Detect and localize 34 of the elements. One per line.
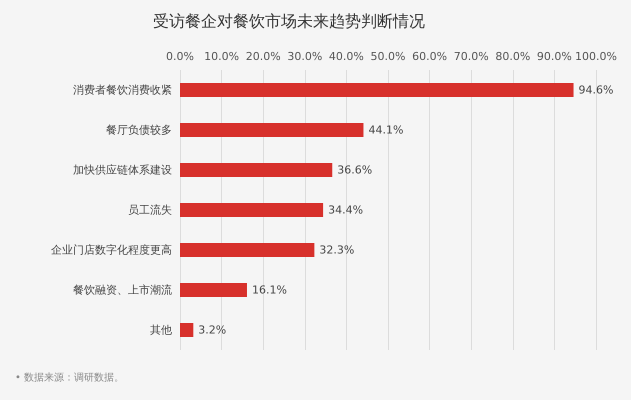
bar — [180, 203, 324, 217]
y-tick-label: 其他 — [150, 324, 172, 336]
data-label: 34.4% — [328, 204, 364, 216]
x-tick-label: 20.0% — [246, 50, 281, 63]
data-label: 36.6% — [337, 164, 372, 176]
x-tick-label: 80.0% — [495, 50, 530, 63]
y-tick-label: 加快供应链体系建设 — [73, 164, 172, 176]
x-tick-label: 90.0% — [536, 50, 572, 63]
data-label: 44.1% — [368, 124, 404, 136]
y-tick-label: 消费者餐饮消费收紧 — [73, 84, 172, 96]
bar — [180, 83, 574, 97]
data-label: 16.1% — [252, 284, 287, 296]
bar — [180, 323, 194, 337]
data-label: 32.3% — [319, 244, 354, 256]
x-tick-label: 0.0% — [166, 50, 194, 63]
bar — [180, 243, 314, 257]
x-tick-label: 100.0% — [575, 50, 617, 63]
bar — [180, 283, 247, 297]
y-tick-label: 员工流失 — [128, 204, 172, 216]
chart-title: 受访餐企对餐饮市场未来趋势判断情况 — [153, 12, 425, 30]
text: • 数据来源：调研数据。 — [15, 372, 124, 384]
y-tick-label: 餐厅负债较多 — [106, 124, 172, 136]
x-tick-label: 10.0% — [204, 50, 240, 63]
x-tick-label: 70.0% — [454, 50, 489, 63]
x-tick-label: 60.0% — [412, 50, 448, 63]
bar — [180, 123, 364, 137]
x-tick-label: 50.0% — [370, 50, 406, 63]
data-label: 94.6% — [578, 84, 614, 96]
x-tick-label: 30.0% — [287, 50, 322, 63]
bar — [180, 163, 332, 177]
y-tick-label: 餐饮融资、上市潮流 — [73, 284, 172, 296]
data-label: 3.2% — [198, 324, 226, 336]
y-tick-label: 企业门店数字化程度更高 — [51, 244, 172, 256]
x-tick-label: 40.0% — [328, 50, 364, 63]
